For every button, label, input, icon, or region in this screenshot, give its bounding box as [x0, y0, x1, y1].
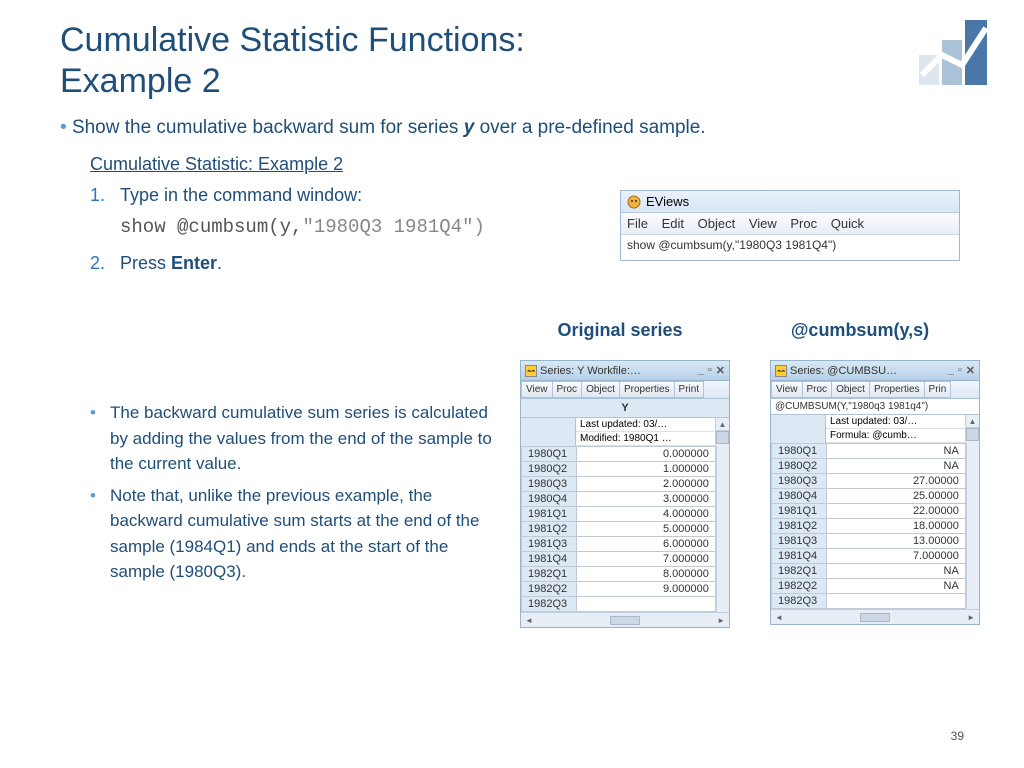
table-row: 1980Q21.000000	[522, 462, 716, 477]
maximize-icon[interactable]: ▫	[708, 364, 712, 377]
series-icon	[775, 365, 787, 377]
series-window-cumbsum: Series: @CUMBSU… _▫✕ View Proc Object Pr…	[770, 360, 980, 625]
table-row: 1980Q425.00000	[772, 489, 966, 504]
proc-button[interactable]: Proc	[552, 381, 582, 398]
series2-table: 1980Q1NA1980Q2NA1980Q327.000001980Q425.0…	[771, 443, 966, 609]
page-number: 39	[951, 729, 964, 743]
table-row: 1982Q3	[772, 594, 966, 609]
table-row: 1980Q2NA	[772, 459, 966, 474]
table-row: 1981Q25.000000	[522, 522, 716, 537]
print-button[interactable]: Prin	[924, 381, 952, 398]
view-button[interactable]: View	[521, 381, 552, 398]
maximize-icon[interactable]: ▫	[958, 364, 962, 377]
scroll-up-icon[interactable]: ▲	[966, 415, 979, 428]
view-button[interactable]: View	[771, 381, 802, 398]
cmd-window-content[interactable]: show @cumbsum(y,"1980Q3 1981Q4")	[621, 235, 959, 260]
table-row: 1981Q313.00000	[772, 534, 966, 549]
scroll-thumb[interactable]	[716, 431, 729, 444]
menu-view[interactable]: View	[749, 216, 777, 231]
minimize-icon[interactable]: _	[698, 364, 704, 377]
chart-logo-icon	[914, 10, 994, 90]
series2-toolbar[interactable]: View Proc Object Properties Prin	[771, 381, 979, 399]
table-row: 1981Q122.00000	[772, 504, 966, 519]
table-row: 1981Q14.000000	[522, 507, 716, 522]
menu-edit[interactable]: Edit	[662, 216, 684, 231]
object-button[interactable]: Object	[831, 381, 869, 398]
table-row: 1981Q47.000000	[772, 549, 966, 564]
table-row: 1980Q43.000000	[522, 492, 716, 507]
table-row: 1980Q32.000000	[522, 477, 716, 492]
table-row: 1980Q327.00000	[772, 474, 966, 489]
table-row: 1982Q3	[522, 597, 716, 612]
table-row: 1981Q218.00000	[772, 519, 966, 534]
series2-formula: @CUMBSUM(Y,"1980q3 1981q4")	[771, 399, 979, 415]
scroll-thumb[interactable]	[966, 428, 979, 441]
properties-button[interactable]: Properties	[869, 381, 924, 398]
table-row: 1981Q47.000000	[522, 552, 716, 567]
minimize-icon[interactable]: _	[948, 364, 954, 377]
intro-text: Show the cumulative backward sum for ser…	[60, 117, 964, 139]
proc-button[interactable]: Proc	[802, 381, 832, 398]
series1-header: Y	[521, 399, 729, 418]
table-row: 1982Q2NA	[772, 579, 966, 594]
eviews-command-window: EViews File Edit Object View Proc Quick …	[620, 190, 960, 261]
eviews-app-icon	[627, 195, 641, 209]
table-row: 1980Q1NA	[772, 444, 966, 459]
slide-title: Cumulative Statistic Functions: Example …	[60, 20, 964, 102]
series1-toolbar[interactable]: View Proc Object Properties Print	[521, 381, 729, 399]
table-row: 1980Q10.000000	[522, 447, 716, 462]
horizontal-scrollbar[interactable]: ◄►	[771, 609, 979, 624]
cmd-window-menubar[interactable]: File Edit Object View Proc Quick	[621, 213, 959, 235]
vertical-scrollbar[interactable]	[966, 443, 979, 609]
menu-file[interactable]: File	[627, 216, 648, 231]
explanation-text: The backward cumulative sum series is ca…	[90, 400, 500, 591]
scroll-up-icon[interactable]: ▲	[716, 418, 729, 431]
vertical-scrollbar[interactable]	[716, 446, 729, 612]
object-button[interactable]: Object	[581, 381, 619, 398]
cumbsum-series-label: @cumbsum(y,s)	[760, 320, 960, 341]
table-row: 1981Q36.000000	[522, 537, 716, 552]
table-row: 1982Q29.000000	[522, 582, 716, 597]
original-series-label: Original series	[520, 320, 720, 341]
close-icon[interactable]: ✕	[966, 364, 975, 377]
series1-table: 1980Q10.0000001980Q21.0000001980Q32.0000…	[521, 446, 716, 612]
properties-button[interactable]: Properties	[619, 381, 674, 398]
menu-quick[interactable]: Quick	[831, 216, 864, 231]
print-button[interactable]: Print	[674, 381, 705, 398]
cmd-window-titlebar: EViews	[621, 191, 959, 213]
menu-object[interactable]: Object	[698, 216, 736, 231]
horizontal-scrollbar[interactable]: ◄►	[521, 612, 729, 627]
menu-proc[interactable]: Proc	[790, 216, 817, 231]
example-subhead: Cumulative Statistic: Example 2	[90, 154, 964, 175]
table-row: 1982Q1NA	[772, 564, 966, 579]
series-icon	[525, 365, 537, 377]
close-icon[interactable]: ✕	[716, 364, 725, 377]
series-window-original: Series: Y Workfile:… _▫✕ View Proc Objec…	[520, 360, 730, 628]
table-row: 1982Q18.000000	[522, 567, 716, 582]
